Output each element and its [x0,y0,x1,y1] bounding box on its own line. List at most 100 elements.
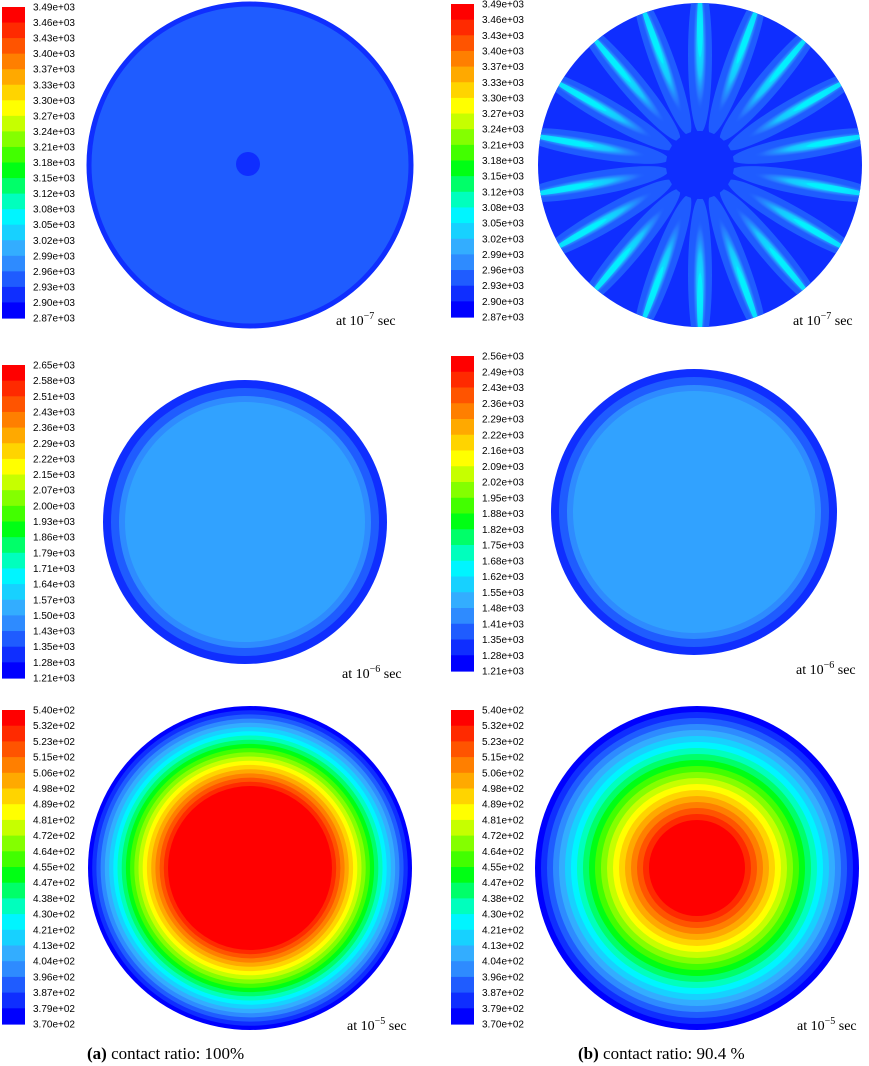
legend-swatch [2,380,25,397]
legend-label: 5.32e+02 [482,721,524,732]
legend-swatch [2,599,25,616]
legend-label: 2.36e+03 [33,423,75,434]
legend-swatch [2,646,25,663]
legend-swatch [2,146,25,164]
legend-swatch [451,929,474,947]
legend-label: 5.40e+02 [33,706,75,717]
legend-swatch [451,50,474,68]
time-label-b-t1: at 10−7 sec [793,311,853,329]
legend-label: 2.96e+03 [482,266,524,277]
time-label-a-t1: at 10−7 sec [336,311,396,329]
contour-rings [88,706,412,1030]
legend-swatch [2,286,25,304]
legend-swatch [451,914,474,931]
legend-label: 4.81e+02 [482,815,524,826]
legend-swatch [2,193,25,210]
legend-swatch [2,396,25,413]
legend-label: 2.36e+03 [482,399,524,410]
legend-label: 4.21e+02 [482,925,524,936]
legend-swatch [2,162,25,179]
legend-b-t1: 3.49e+03 3.46e+03 3.43e+03 3.40e+03 3.37e+03… [451,0,524,324]
legend-swatch [451,113,474,130]
legend-label: 5.23e+02 [482,737,524,748]
legend-label: 2.22e+03 [482,430,524,441]
legend-label: 1.68e+03 [482,556,524,567]
legend-swatch [2,427,25,444]
time-label-a-t2: at 10−6 sec [342,664,402,682]
time-label-b-t3: at 10−5 sec [797,1016,857,1034]
legend-label: 2.87e+03 [33,314,75,325]
legend-swatch [2,914,25,931]
legend-swatch [451,576,474,593]
legend-label: 3.70e+02 [33,1020,75,1031]
legend-label: 3.21e+03 [482,140,524,151]
legend-label: 3.40e+03 [482,46,524,57]
legend-label: 4.89e+02 [482,800,524,811]
legend-label: 4.30e+02 [33,910,75,921]
legend-swatch [451,419,474,436]
legend-a-t3: 5.40e+02 5.32e+02 5.23e+02 5.15e+02 5.06e+02… [2,706,75,1031]
legend-swatch [2,38,25,55]
legend-label: 2.22e+03 [33,454,75,465]
legend-label: 1.21e+03 [482,667,524,678]
legend-label: 3.79e+02 [33,1004,75,1015]
legend-swatch [2,929,25,947]
legend-swatch [451,176,474,193]
legend-swatch [451,710,474,727]
legend-swatch [451,945,474,962]
legend-label: 4.72e+02 [33,831,75,842]
legend-swatch [2,255,25,272]
legend-swatch [451,788,474,805]
time-label-a-t3: at 10−5 sec [347,1016,407,1034]
legend-label: 2.87e+03 [482,313,524,324]
contact-ray [538,179,673,261]
legend-label: 2.58e+03 [33,376,75,387]
legend-swatch [2,209,25,226]
legend-a-t1: 3.49e+03 3.46e+03 3.43e+03 3.40e+03 3.37e+03… [2,3,75,325]
legend-label: 3.79e+02 [482,1004,524,1015]
legend-swatch [451,301,474,318]
legend-label: 1.93e+03 [33,517,75,528]
legend-label: 1.62e+03 [482,572,524,583]
panel-b-t2: 2.56e+03 2.49e+03 2.43e+03 2.36e+03 2.29e+03… [451,352,856,678]
legend-label: 1.35e+03 [33,642,75,653]
legend-swatch [2,552,25,570]
legend-label: 3.18e+03 [33,158,75,169]
legend-label: 3.37e+03 [33,65,75,76]
contact-ray [688,197,712,327]
legend-swatch [2,757,25,774]
legend-label: 4.89e+02 [33,800,75,811]
legend-label: 4.64e+02 [33,847,75,858]
legend-label: 4.72e+02 [482,831,524,842]
legend-label: 2.43e+03 [482,383,524,394]
legend-label: 3.87e+02 [33,988,75,999]
legend-swatch [451,356,474,373]
legend-swatch [451,804,474,821]
legend-swatch [2,976,25,994]
contact-ray [578,189,681,310]
legend-swatch [2,1008,25,1025]
legend-swatch [451,160,474,177]
legend-label: 2.56e+03 [482,352,524,363]
legend-label: 3.24e+03 [482,125,524,136]
legend-label: 1.95e+03 [482,493,524,504]
legend-swatch [451,207,474,224]
legend-swatch [451,592,474,609]
legend-label: 2.99e+03 [33,251,75,262]
legend-label: 3.02e+03 [482,234,524,245]
legend-swatch [451,992,474,1009]
legend-label: 1.71e+03 [33,564,75,575]
contact-ray [719,189,822,310]
legend-label: 4.47e+02 [33,878,75,889]
legend-label: 3.18e+03 [482,156,524,167]
legend-label: 2.29e+03 [482,415,524,426]
legend-swatch [451,976,474,994]
legend-label: 3.40e+03 [33,49,75,60]
contact-ray [633,3,692,136]
legend-swatch [451,725,474,742]
contact-ray [731,166,862,203]
legend-swatch [2,443,25,460]
legend-swatch [451,466,474,483]
legend-swatch [451,434,474,452]
legend-label: 4.21e+02 [33,925,75,936]
